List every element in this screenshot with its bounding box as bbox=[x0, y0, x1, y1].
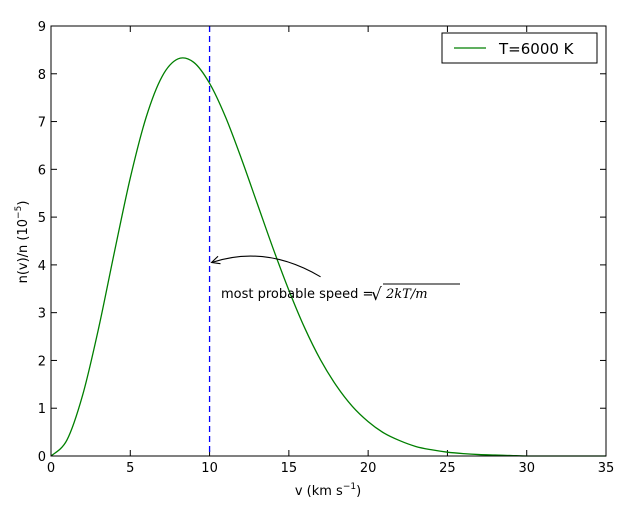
svg-text:2kT/m: 2kT/m bbox=[385, 287, 428, 302]
annotation-math: √ 2kT/m bbox=[371, 283, 460, 305]
y-tick-label: 6 bbox=[38, 163, 46, 178]
y-tick-label: 5 bbox=[38, 211, 46, 226]
y-tick-label: 3 bbox=[38, 307, 46, 322]
x-tick-label: 15 bbox=[281, 461, 298, 476]
x-tick-label: 35 bbox=[598, 461, 615, 476]
x-axis-label: v (km s−1) bbox=[295, 482, 361, 499]
y-axis-label: n(v)/n (10−5) bbox=[14, 201, 31, 284]
y-tick-label: 9 bbox=[38, 20, 46, 35]
annotation-arrow bbox=[210, 255, 321, 278]
y-tick-label: 8 bbox=[38, 68, 46, 83]
annotation-text: most probable speed = bbox=[221, 287, 373, 302]
x-tick-label: 30 bbox=[518, 461, 535, 476]
legend-label: T=6000 K bbox=[498, 40, 575, 58]
tick-labels: 0 5 10 15 20 25 30 35 0 1 2 3 4 5 6 7 8 9 bbox=[38, 20, 615, 476]
y-tick-label: 1 bbox=[38, 402, 46, 417]
plot-frame bbox=[50, 25, 607, 457]
plot-background bbox=[51, 26, 606, 456]
x-tick-label: 10 bbox=[201, 461, 218, 476]
y-tick-label: 2 bbox=[38, 354, 46, 369]
x-tick-label: 5 bbox=[126, 461, 134, 476]
y-tick-label: 4 bbox=[38, 259, 46, 274]
svg-text:√: √ bbox=[371, 285, 382, 305]
x-tick-label: 25 bbox=[439, 461, 456, 476]
x-tick-label: 20 bbox=[360, 461, 377, 476]
y-tick-label: 7 bbox=[38, 116, 46, 131]
legend: T=6000 K bbox=[441, 32, 598, 64]
x-tick-label: 0 bbox=[47, 461, 55, 476]
y-tick-label: 0 bbox=[38, 450, 46, 465]
